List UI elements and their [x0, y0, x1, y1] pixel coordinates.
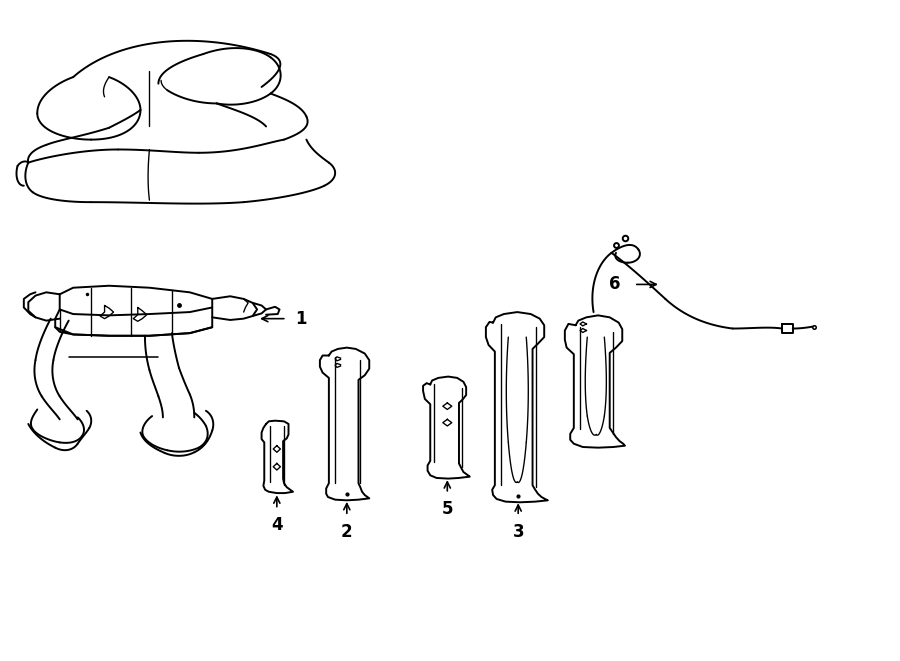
- Text: 3: 3: [512, 523, 524, 541]
- Text: 6: 6: [609, 276, 620, 293]
- Text: 2: 2: [341, 523, 353, 541]
- Text: 1: 1: [296, 309, 307, 328]
- Text: 5: 5: [442, 500, 453, 518]
- Text: 4: 4: [271, 516, 283, 534]
